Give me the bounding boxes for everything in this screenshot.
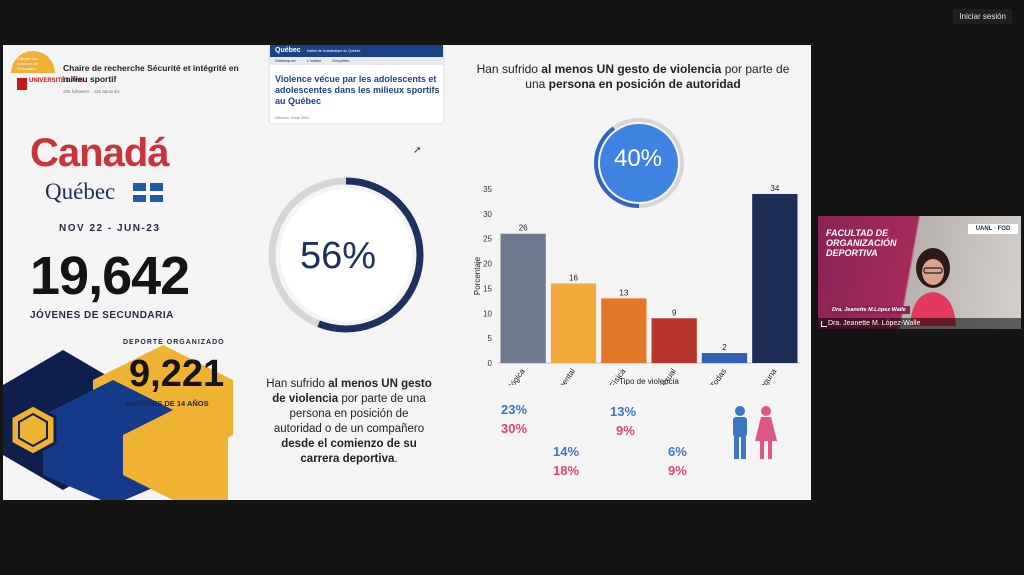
article-nav-item: L'institut [306,58,322,63]
webcam-tile[interactable]: FACULTAD DE ORGANIZACIÓN DEPORTIVA UANL … [818,216,1021,329]
bar-value-label: 9 [672,308,677,317]
boy-icon [733,406,747,459]
y-tick-label: 35 [483,185,492,194]
bar-value-label: 2 [722,343,727,352]
bar-todas [701,353,748,363]
ring-56-caption: Han sufrido al menos UN gesto de violenc… [265,377,433,467]
girl-icon [755,406,777,459]
uanl-fod-logos: UANL · FOD [968,224,1018,234]
x-tick-label: Instrumental [545,367,578,385]
ring-40-value: 40% [613,145,663,172]
speaker-tag: Dra. Jeanette M.López Walle [828,306,910,314]
y-tick-label: 5 [488,334,493,343]
caption-text: Han sufrido [266,378,329,390]
y-tick-label: 15 [483,284,492,293]
bar-value-label: 13 [619,288,628,297]
x-tick-label: Todas [709,367,729,385]
stat-boys: 13% [610,404,637,419]
caption-bold: desde el comienzo de su carrera deportiv… [281,438,417,465]
bar-value-label: 34 [770,184,779,193]
organized-sport-count: 9,221 [129,353,225,395]
bar-psicológica [500,233,546,363]
hexagon-decoration [3,345,233,500]
article-screenshot: Québec Institut de la statistique du Québ… [270,45,443,123]
survey-dates: NOV 22 - JUN-23 [59,223,161,234]
ring-40-percent [594,118,684,208]
total-youth-label: JÓVENES DE SECUNDARIA [30,310,174,321]
x-tick-label: Ninguna [754,367,779,385]
participant-name: Dra. Jeanette M. López-Walle [818,318,1021,329]
total-youth-count: 19,642 [30,246,190,306]
article-nav-item: Enquêtes [332,58,350,63]
stat-girls: 18% [553,463,580,478]
stat-girls: 9% [668,463,687,478]
speaker-avatar [910,248,956,326]
article-header-bar: Québec Institut de la statistique du Québ… [270,45,443,57]
stat-girls: 9% [616,423,635,438]
signal-icon [821,321,827,327]
y-tick-label: 30 [483,210,492,219]
y-tick-label: 20 [483,260,492,269]
stat-boys: 6% [668,444,687,459]
x-tick-label: Psicológica [496,367,527,385]
stat-boys: 14% [553,444,580,459]
bar-value-label: 16 [569,273,578,282]
caption-text: . [394,453,398,465]
article-nav-item: Statistiques [275,58,296,63]
country-title: Canadá [30,131,169,175]
university-name: UNIVERSITÉ LAVAL [29,78,86,84]
y-tick-label: 25 [483,235,492,244]
bar-física [601,298,647,363]
sign-in-button[interactable]: Iniciar sesión [953,9,1012,24]
chair-title: Chaire de recherche Sécurité et intégrit… [63,63,239,84]
caption-bold: al menos UN gesto de violencia [272,378,432,405]
bar-value-label: 26 [519,224,528,233]
quebec-flag-icon [133,183,163,202]
article-nav: Statistiques L'institut Enquêtes [270,57,443,65]
province-title: Québec [45,179,116,204]
laval-sun-logo [11,51,55,73]
y-axis-title: Porcentaje [473,256,482,295]
ring-56-value: 56% [299,235,377,277]
chair-stats: 285 followers · 436 abonnés [63,89,120,94]
headline-bold: al menos UN gesto de violencia [541,62,722,76]
mouse-cursor-icon: ➚ [413,145,422,156]
laval-header: Faculté des sciences de l'éducation UNIV… [11,51,261,101]
stat-girls: 30% [501,421,528,436]
faculty-unit-text: Faculté des sciences de l'éducation [17,56,39,71]
bar-ninguna [752,193,798,363]
organized-sport-sub: MAYORES DE 14 AÑOS [125,399,209,408]
article-title: Violence vécue par les adolescents et ad… [275,74,440,106]
article-meta: Diffusion : 8 mai 2024 [275,116,309,120]
laval-crest-icon [17,78,27,90]
boy-girl-icon [733,406,777,459]
headline-text: por parte de una [525,62,790,91]
bar-instrumental [550,283,597,363]
faculty-banner: FACULTAD DE ORGANIZACIÓN DEPORTIVA [826,228,897,258]
stat-boys: 23% [501,402,528,417]
authority-headline: Han sufrido al menos UN gesto de violenc… [473,62,793,92]
ring-56-percent [268,177,424,333]
y-tick-label: 10 [483,309,492,318]
x-axis-title: Tipo de violencia [619,377,679,385]
y-tick-label: 0 [488,359,493,368]
bar-sexual [651,318,697,363]
headline-text: Han sufrido [476,62,542,76]
presentation-slide: Faculté des sciences de l'éducation UNIV… [3,45,811,500]
headline-bold: persona en posición de autoridad [548,77,741,91]
article-brand: Québec [275,47,301,54]
organized-sport-label: DEPORTE ORGANIZADO [123,339,225,346]
violence-type-chart: 0 5 10 15 20 25 30 35 26 Psicológica 16 Instrumenta… [473,184,800,385]
article-institute: Institut de la statistique du Québec [306,49,361,53]
caption-text: por parte de una persona en posición de … [273,393,426,435]
